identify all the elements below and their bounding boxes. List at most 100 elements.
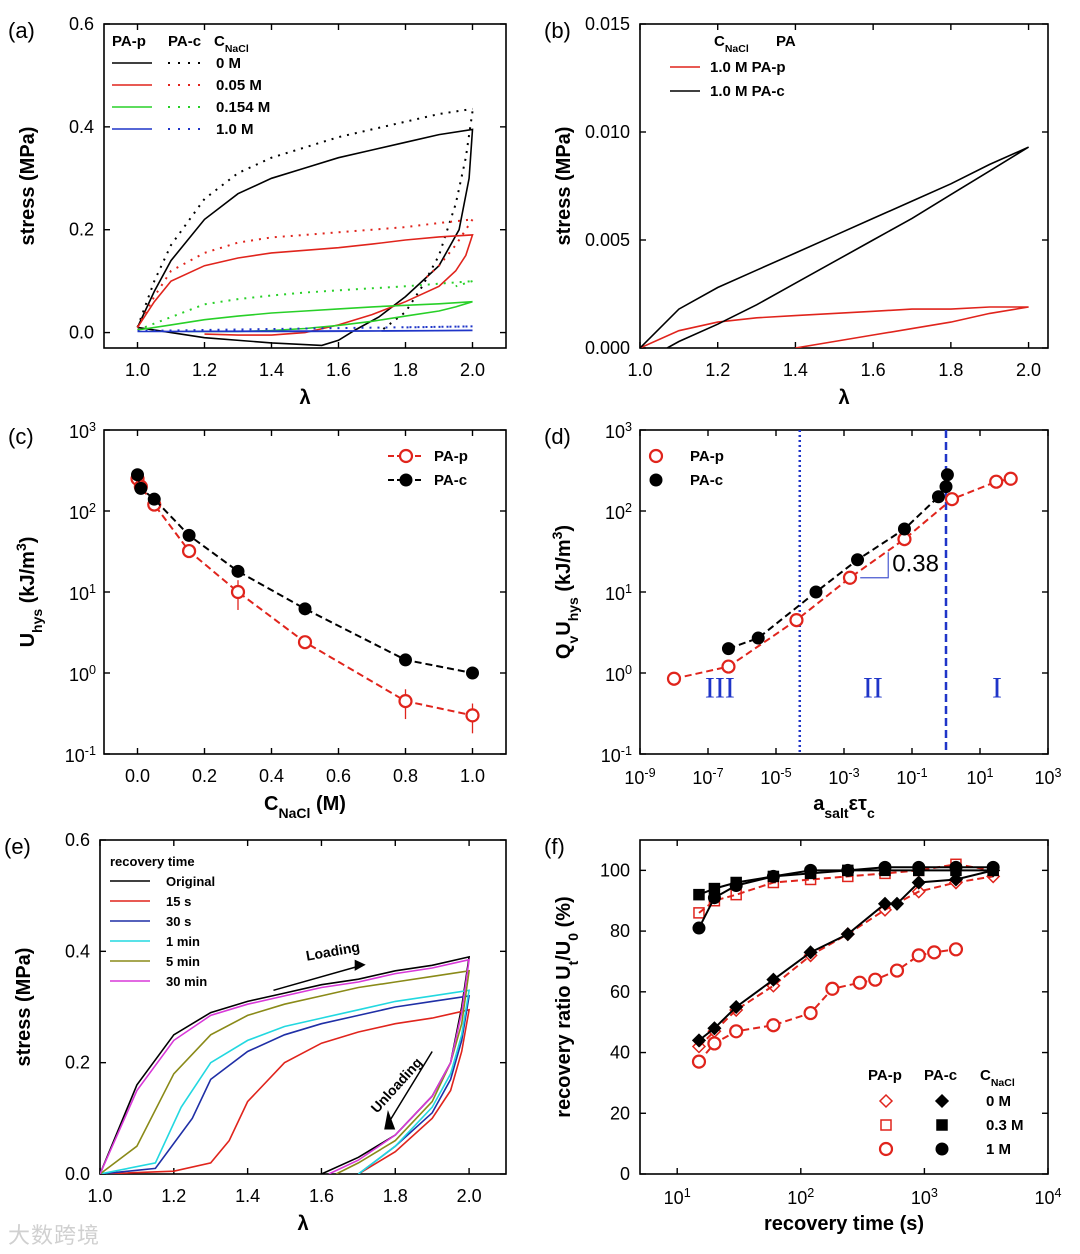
legend-label: PA-c: [434, 472, 467, 489]
text-part: 1 min: [166, 934, 200, 949]
legend-label: 30 s: [166, 914, 191, 929]
y-tick-label: 20: [610, 1103, 630, 1123]
x-tick-label: 0.0: [125, 766, 150, 786]
annotation-arrowhead: [384, 1109, 396, 1130]
data-point: [803, 1005, 818, 1021]
legend: PA-p PA-c: [388, 448, 468, 489]
text-part: 10: [69, 584, 89, 604]
text-part: ): [17, 537, 39, 544]
legend-header: PA-p: [868, 1067, 902, 1084]
data-point: [986, 860, 1000, 874]
data-point: [935, 1142, 949, 1156]
text-part: NaCl: [225, 43, 249, 55]
text-part: 0.2: [192, 766, 217, 786]
y-tick-label: 0.4: [65, 941, 90, 961]
text-part: 0.010: [585, 122, 630, 142]
plot-area: [666, 430, 1018, 754]
text-part: C: [714, 33, 725, 50]
text-part: 3: [931, 1186, 938, 1200]
text-part: 10: [69, 422, 89, 442]
text-part: hys: [29, 609, 45, 633]
x-axis-title: recovery time (s): [764, 1213, 924, 1235]
legend-header: CNaCl: [214, 33, 249, 55]
annotation-arrowhead: [354, 959, 366, 971]
text-part: 1.2: [705, 360, 730, 380]
text-part: 10: [69, 665, 89, 685]
legend-header: PA-p: [112, 33, 146, 50]
panel-label: (b): [544, 18, 571, 43]
text-part: recovery time: [110, 854, 195, 869]
text-part: -7: [712, 766, 723, 780]
y-tick-label: 0.0: [69, 323, 94, 343]
text-part: a: [813, 793, 825, 815]
x-tick-label: 103: [911, 1186, 938, 1208]
data-point: [231, 564, 245, 578]
y-axis-title: Uhys (kJ/m3): [13, 537, 45, 648]
data-point: [868, 972, 883, 987]
x-tick-label: 0.8: [393, 766, 418, 786]
text-part: 1.0 M PA-p: [710, 59, 786, 76]
x-tick-label: 1.4: [235, 1186, 260, 1206]
x-tick-label: 1.4: [259, 360, 284, 380]
text-part: 0.2: [65, 1053, 90, 1073]
data-point: [889, 963, 905, 978]
data-point: [691, 1033, 707, 1048]
series-line-dotted: [405, 325, 473, 329]
text-part: PA-c: [690, 472, 723, 489]
legend-label: 0.3 M: [986, 1117, 1024, 1134]
y-tick-label: 40: [610, 1043, 630, 1063]
text-part: 10: [605, 422, 625, 442]
text-part: 0.005: [585, 230, 630, 250]
text-part: C: [214, 33, 225, 50]
text-part: 0.4: [69, 117, 94, 137]
y-tick-label: 0.000: [585, 338, 630, 358]
data-point: [841, 863, 855, 877]
legend-header: PA-c: [168, 33, 201, 50]
text-part: 1.6: [861, 360, 886, 380]
data-point: [399, 653, 412, 667]
text-part: t: [565, 960, 581, 965]
y-tick-label: 103: [605, 420, 632, 442]
plot-area: [691, 858, 1001, 1069]
text-part: 10: [692, 768, 712, 788]
data-point: [825, 981, 840, 996]
data-point: [936, 1119, 948, 1131]
x-tick-label: 10-9: [624, 766, 655, 788]
text-part: 0.154 M: [216, 99, 270, 116]
y-axis-title: stress (MPa): [553, 127, 575, 246]
panel-label: (f): [544, 834, 565, 859]
text-part: 0 M: [216, 55, 241, 72]
series-line: [640, 306, 1029, 348]
y-tick-label: 102: [605, 501, 632, 523]
data-point: [182, 528, 196, 542]
x-tick-label: 1.8: [383, 1186, 408, 1206]
text-part: 1: [89, 582, 96, 596]
text-part: 3: [89, 420, 96, 434]
text-part: PA-p: [112, 33, 146, 50]
text-part: ετ: [849, 793, 867, 815]
data-point: [691, 1054, 707, 1069]
text-part: hys: [565, 597, 581, 621]
text-part: 30 s: [166, 914, 191, 929]
text-part: -9: [644, 766, 655, 780]
y-tick-label: 0.2: [65, 1053, 90, 1073]
legend-header: PA: [776, 33, 796, 50]
data-point: [912, 860, 926, 874]
text-part: (f): [544, 834, 565, 859]
data-point: [693, 888, 705, 901]
chart-panel-e: 1.0 1.2 1.4 1.6 1.8 2.0 0.0 0.2 0.4 0.6 (e) λ stress…: [4, 830, 507, 1235]
text-part: 10: [1034, 768, 1054, 788]
plot-area: [136, 107, 474, 347]
text-part: 40: [610, 1043, 630, 1063]
data-point: [766, 1018, 781, 1033]
text-part: 30 min: [166, 974, 207, 989]
text-part: 10: [760, 768, 780, 788]
x-tick-label: 10-7: [692, 766, 723, 788]
legend-label: 1.0 M PA-p: [710, 59, 786, 76]
text-part: 2: [89, 501, 96, 515]
text-part: 3: [13, 543, 29, 551]
text-part: 10: [65, 746, 85, 766]
data-point: [297, 635, 313, 650]
text-part: 3: [1055, 766, 1062, 780]
